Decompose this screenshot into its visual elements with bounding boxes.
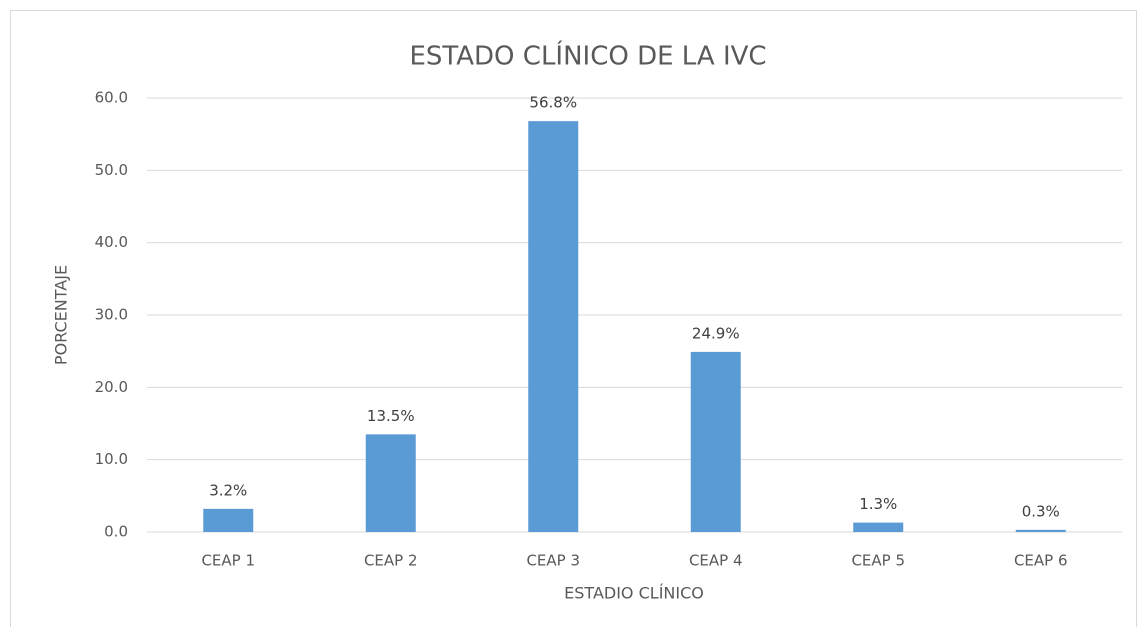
y-axis-title: PORCENTAJE xyxy=(52,265,71,365)
x-tick-label: CEAP 2 xyxy=(364,552,418,570)
y-tick-label: 30.0 xyxy=(95,306,128,324)
y-tick-label: 60.0 xyxy=(95,89,128,107)
data-label: 0.3% xyxy=(1022,502,1060,520)
bar xyxy=(203,508,254,532)
data-label: 1.3% xyxy=(859,495,897,513)
x-tick-label: CEAP 5 xyxy=(851,552,905,570)
bar xyxy=(853,522,904,532)
x-tick-label: CEAP 3 xyxy=(526,552,580,570)
data-label: 13.5% xyxy=(367,407,415,425)
y-tick-label: 50.0 xyxy=(95,161,128,179)
y-tick-label: 20.0 xyxy=(95,378,128,396)
bar xyxy=(1015,529,1066,532)
chart-title: ESTADO CLÍNICO DE LA IVC xyxy=(409,40,766,72)
data-label: 24.9% xyxy=(692,324,740,342)
x-tick-label: CEAP 6 xyxy=(1014,552,1068,570)
data-label: 3.2% xyxy=(209,481,247,499)
y-tick-label: 0.0 xyxy=(104,523,128,541)
x-tick-label: CEAP 4 xyxy=(689,552,743,570)
bar xyxy=(690,351,741,532)
y-tick-label: 10.0 xyxy=(95,450,128,468)
y-tick-label: 40.0 xyxy=(95,233,128,251)
x-tick-label: CEAP 1 xyxy=(201,552,255,570)
x-axis-title: ESTADIO CLÍNICO xyxy=(564,584,704,603)
bar xyxy=(365,434,416,532)
bar xyxy=(528,121,579,532)
data-label: 56.8% xyxy=(529,94,577,112)
